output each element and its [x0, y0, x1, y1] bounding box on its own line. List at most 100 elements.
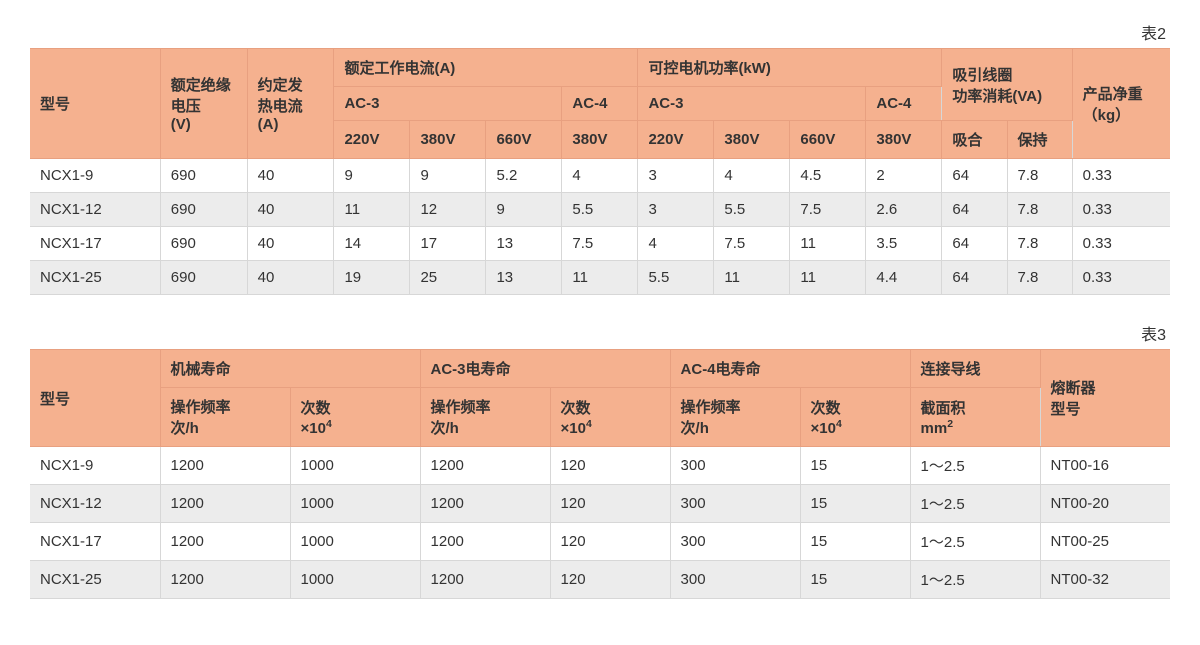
table3-body: NCX1-9120010001200120300151～2.5NT00-16NC…: [30, 447, 1170, 599]
th3-mech-freq: 操作频率次/h: [160, 388, 290, 447]
cell: 40: [247, 193, 334, 227]
cell: 690: [160, 261, 247, 295]
cell: 4.4: [866, 261, 942, 295]
cell: 1200: [420, 523, 550, 561]
th-ac3-current: AC-3: [334, 87, 562, 121]
th-coil: 吸引线圈功率消耗(VA): [942, 49, 1072, 121]
table-row: NCX1-1269040111295.535.57.52.6647.80.33: [30, 193, 1170, 227]
cell: 300: [670, 523, 800, 561]
cell: 2: [866, 159, 942, 193]
th-ac3-power: AC-3: [638, 87, 866, 121]
th3-ac3-cnt: 次数×104: [550, 388, 670, 447]
cell: 17: [410, 227, 486, 261]
cell: 0.33: [1072, 227, 1170, 261]
cell: 7.8: [1007, 261, 1072, 295]
cell: NCX1-25: [30, 561, 160, 599]
th3-wire: 连接导线: [910, 350, 1040, 388]
th3-mech-cnt: 次数×104: [290, 388, 420, 447]
table2-caption: 表2: [30, 20, 1170, 44]
cell: 300: [670, 561, 800, 599]
cell: 120: [550, 447, 670, 485]
cell: 1～2.5: [910, 485, 1040, 523]
th3-ac4: AC-4电寿命: [670, 350, 910, 388]
cell: 1000: [290, 485, 420, 523]
cell: 690: [160, 193, 247, 227]
cell: 9: [410, 159, 486, 193]
cell: 40: [247, 159, 334, 193]
cell: 0.33: [1072, 159, 1170, 193]
table-row: NCX1-25120010001200120300151～2.5NT00-32: [30, 561, 1170, 599]
cell: 1～2.5: [910, 523, 1040, 561]
cell: 19: [334, 261, 410, 295]
cell: 690: [160, 227, 247, 261]
cell: 1～2.5: [910, 447, 1040, 485]
cell: 12: [410, 193, 486, 227]
cell: NCX1-9: [30, 447, 160, 485]
cell: NCX1-12: [30, 193, 160, 227]
cell: 7.8: [1007, 193, 1072, 227]
spec-table-2: 型号 额定绝缘电压(V) 约定发热电流(A) 额定工作电流(A) 可控电机功率(…: [30, 48, 1170, 295]
cell: 11: [714, 261, 790, 295]
cell: 7.5: [714, 227, 790, 261]
cell: NCX1-9: [30, 159, 160, 193]
cell: 40: [247, 261, 334, 295]
cell: NT00-32: [1040, 561, 1170, 599]
cell: 15: [800, 485, 910, 523]
th3-model: 型号: [30, 350, 160, 447]
th-ac4-power: AC-4: [866, 87, 942, 121]
cell: 11: [790, 227, 866, 261]
cell: 25: [410, 261, 486, 295]
cell: 7.8: [1007, 227, 1072, 261]
cell: 14: [334, 227, 410, 261]
cell: 2.6: [866, 193, 942, 227]
cell: 5.5: [638, 261, 714, 295]
cell: 7.5: [562, 227, 638, 261]
cell: 15: [800, 523, 910, 561]
th-hold: 保持: [1007, 121, 1072, 159]
cell: 64: [942, 193, 1007, 227]
cell: 40: [247, 227, 334, 261]
table2-body: NCX1-969040995.24344.52647.80.33NCX1-126…: [30, 159, 1170, 295]
cell: 1200: [160, 485, 290, 523]
th-ac4-current: AC-4: [562, 87, 638, 121]
cell: 300: [670, 447, 800, 485]
cell: 120: [550, 485, 670, 523]
table2-section: 表2 型号 额定绝缘电压(V) 约定发热电流(A) 额定工作电流(A) 可控电机…: [30, 20, 1170, 295]
th3-ac4-freq: 操作频率次/h: [670, 388, 800, 447]
cell: 11: [334, 193, 410, 227]
cell: 1000: [290, 447, 420, 485]
cell: 1～2.5: [910, 561, 1040, 599]
table-row: NCX1-17120010001200120300151～2.5NT00-25: [30, 523, 1170, 561]
th-380v-pb: 380V: [866, 121, 942, 159]
table-row: NCX1-969040995.24344.52647.80.33: [30, 159, 1170, 193]
th3-ac4-cnt: 次数×104: [800, 388, 910, 447]
cell: 5.5: [562, 193, 638, 227]
th-insul-v: 额定绝缘电压(V): [160, 49, 247, 159]
th-work-current: 额定工作电流(A): [334, 49, 638, 87]
cell: 0.33: [1072, 261, 1170, 295]
cell: 120: [550, 523, 670, 561]
th-220v: 220V: [334, 121, 410, 159]
cell: 300: [670, 485, 800, 523]
cell: 3.5: [866, 227, 942, 261]
cell: 3: [638, 193, 714, 227]
cell: 1000: [290, 561, 420, 599]
cell: 15: [800, 561, 910, 599]
th-pull: 吸合: [942, 121, 1007, 159]
cell: 64: [942, 159, 1007, 193]
th-weight: 产品净重（kg）: [1072, 49, 1170, 159]
cell: 11: [562, 261, 638, 295]
cell: 3: [638, 159, 714, 193]
th-model: 型号: [30, 49, 160, 159]
cell: 0.33: [1072, 193, 1170, 227]
cell: 7.8: [1007, 159, 1072, 193]
cell: 64: [942, 227, 1007, 261]
cell: 11: [790, 261, 866, 295]
th-660v-p: 660V: [790, 121, 866, 159]
cell: 5.2: [486, 159, 562, 193]
cell: 1200: [420, 485, 550, 523]
th-380v: 380V: [410, 121, 486, 159]
th-thermal-a: 约定发热电流(A): [247, 49, 334, 159]
cell: 9: [334, 159, 410, 193]
th-motor-power: 可控电机功率(kW): [638, 49, 942, 87]
